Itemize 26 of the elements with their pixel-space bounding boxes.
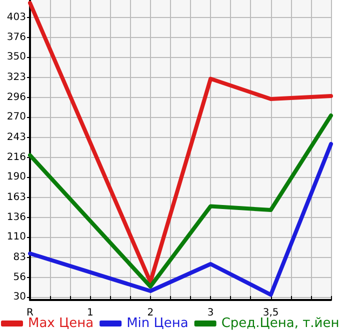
y-tick-label: 243: [6, 132, 26, 143]
y-tick-label: 270: [6, 112, 26, 122]
y-tick-label: 30: [13, 292, 26, 302]
y-tick-label: 350: [6, 52, 26, 62]
line-series: [28, 142, 333, 297]
legend-label: Сред.Цена, т.йен: [221, 316, 340, 331]
x-tick-label: 3: [207, 308, 214, 318]
y-tick-label: 323: [6, 72, 26, 83]
x-tick-label: 1: [87, 308, 94, 318]
line-series: [28, 114, 333, 288]
y-tick-label: 163: [6, 192, 26, 203]
line-series: [28, 1, 333, 284]
x-tick-label: 2: [147, 308, 154, 318]
y-tick-label: 376: [6, 32, 26, 43]
y-tick-label: 83: [13, 252, 26, 263]
y-tick-label: 56: [13, 272, 26, 283]
y-tick-label: 110: [6, 232, 26, 242]
x-tick-label: 3,5: [262, 308, 279, 318]
legend-label: Max Цена: [28, 316, 94, 331]
y-tick-label: 136: [6, 212, 26, 223]
y-tick-label: 190: [6, 172, 26, 182]
y-tick-label: 403: [6, 12, 26, 23]
y-tick-label: 216: [6, 152, 26, 163]
legend-label: Min Цена: [126, 316, 188, 331]
x-tick-label: R: [26, 308, 34, 318]
y-tick-label: 296: [6, 92, 26, 103]
